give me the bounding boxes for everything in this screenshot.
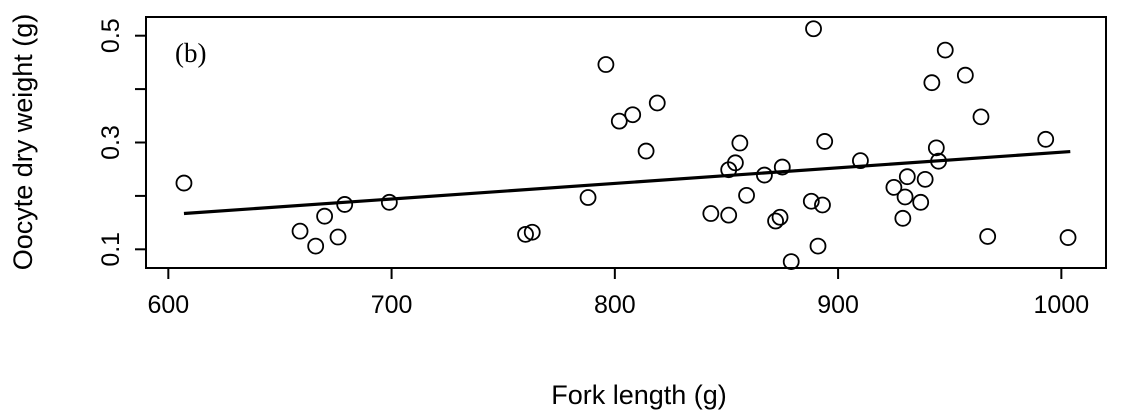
trend-line xyxy=(183,149,1071,216)
data-point xyxy=(291,222,309,240)
data-point xyxy=(923,74,941,92)
data-point xyxy=(1059,229,1077,246)
data-point xyxy=(885,178,903,196)
data-point xyxy=(802,192,820,210)
plot-frame xyxy=(145,16,1107,269)
data-point xyxy=(380,193,398,211)
data-point xyxy=(956,66,974,84)
data-point xyxy=(782,253,800,270)
fit-line xyxy=(183,149,1071,216)
data-point xyxy=(771,208,789,226)
panel-label: (b) xyxy=(175,38,206,68)
data-points xyxy=(175,20,1077,270)
data-point xyxy=(927,139,945,157)
data-point xyxy=(896,188,914,206)
x-axis: 600 700 800 900 1000 xyxy=(147,268,1089,319)
data-point xyxy=(624,106,642,124)
data-point xyxy=(329,228,347,246)
data-point xyxy=(979,228,997,245)
data-point xyxy=(1037,130,1055,148)
data-point xyxy=(726,154,744,172)
data-point xyxy=(597,56,615,73)
data-point xyxy=(648,94,666,112)
data-point xyxy=(898,168,916,186)
data-point xyxy=(816,133,834,150)
data-point xyxy=(767,212,784,230)
y-tick-label: 0.3 xyxy=(97,125,125,160)
data-point xyxy=(916,170,934,188)
data-point xyxy=(930,152,947,170)
data-point xyxy=(517,225,534,243)
data-point xyxy=(814,196,831,214)
data-point xyxy=(720,206,738,224)
y-axis-label: Oocyte dry weight (g) xyxy=(8,14,38,271)
data-point xyxy=(912,193,930,211)
data-point xyxy=(336,196,354,213)
x-tick-label: 700 xyxy=(371,291,413,319)
data-point xyxy=(852,152,869,170)
data-point xyxy=(738,186,755,204)
x-tick-label: 800 xyxy=(594,291,636,319)
y-tick-label: 0.5 xyxy=(97,18,125,53)
y-tick-label: 0.1 xyxy=(97,232,125,267)
data-point xyxy=(307,237,325,255)
data-point xyxy=(773,158,791,176)
x-tick-label: 900 xyxy=(817,291,859,319)
data-point xyxy=(175,174,193,192)
data-point xyxy=(702,205,720,222)
data-point xyxy=(756,166,773,184)
data-point xyxy=(610,112,628,130)
data-point xyxy=(637,142,655,160)
data-point xyxy=(523,223,541,241)
data-point xyxy=(805,20,822,38)
y-axis: 0.1 0.3 0.5 xyxy=(97,18,146,267)
x-tick-label: 600 xyxy=(147,291,189,319)
data-point xyxy=(894,209,912,227)
data-point xyxy=(809,237,827,255)
data-point xyxy=(579,189,597,206)
x-tick-label: 1000 xyxy=(1034,291,1090,319)
x-axis-label: Fork length (g) xyxy=(551,380,727,410)
data-point xyxy=(731,134,749,152)
data-point xyxy=(936,41,954,59)
data-point xyxy=(316,207,334,225)
data-point xyxy=(972,108,990,126)
